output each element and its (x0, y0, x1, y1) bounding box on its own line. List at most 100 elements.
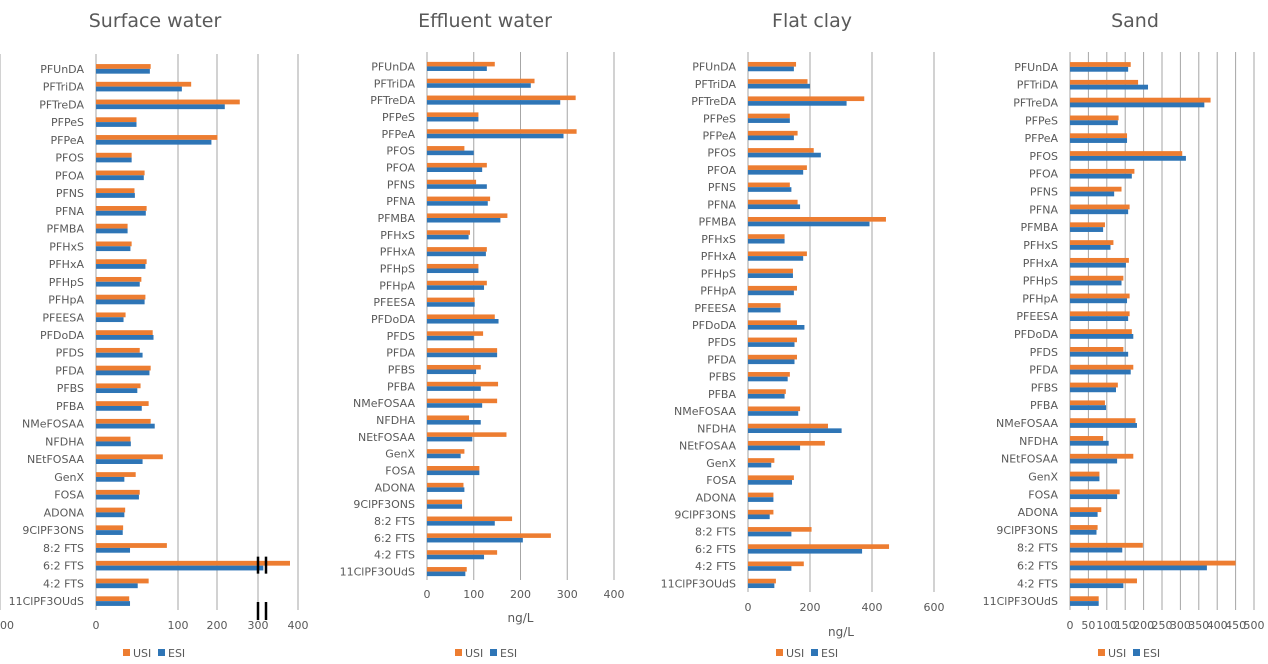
bar-usi (1070, 115, 1119, 121)
category-label: PFBS (1031, 381, 1058, 394)
category-label: PFNA (386, 195, 415, 208)
bar-esi (96, 601, 131, 606)
bar-usi (96, 454, 163, 460)
category-label: PFHxS (380, 229, 415, 242)
bar-esi (748, 273, 793, 278)
bar-usi (1070, 151, 1183, 156)
bar-usi (748, 303, 781, 308)
legend-swatch-esi (490, 649, 497, 656)
bar-esi (427, 521, 495, 526)
bar-esi (1070, 334, 1134, 339)
category-label: PFDoDA (1014, 328, 1058, 341)
category-label: PFUnDA (1014, 61, 1058, 74)
bar-usi (1070, 257, 1129, 263)
bar-usi (1070, 133, 1128, 139)
category-label: NMeFOSAA (996, 417, 1058, 430)
bar-usi (427, 348, 498, 353)
x-axis-label: ng/L (508, 611, 534, 625)
category-label: PFOA (55, 169, 84, 182)
bar-usi (96, 418, 151, 424)
bar-esi (96, 405, 142, 411)
bar-usi (748, 148, 814, 153)
category-label: GenX (706, 457, 736, 470)
bar-esi (1070, 601, 1099, 606)
category-label: PFOA (386, 161, 415, 174)
bar-esi (427, 386, 481, 391)
bar-esi (427, 201, 488, 206)
bar-usi (427, 331, 484, 336)
bar-esi (748, 83, 810, 89)
bar-usi (96, 294, 146, 300)
category-label: PFHpS (701, 267, 736, 280)
bar-esi (1070, 102, 1205, 108)
bar-usi (427, 280, 487, 286)
bar-usi (427, 466, 480, 471)
legend-swatch-usi (455, 649, 462, 656)
category-label: PFOS (1029, 150, 1058, 163)
bar-usi (96, 401, 149, 406)
bar-usi (427, 78, 535, 84)
bar-esi (96, 210, 146, 216)
bar-usi (1070, 453, 1134, 459)
bar-usi (1070, 346, 1124, 352)
bar-usi (427, 415, 470, 421)
bar-usi (748, 492, 774, 498)
category-label: 6:2 FTS (695, 543, 736, 556)
bar-usi (427, 567, 467, 572)
bar-esi (748, 238, 785, 244)
x-tick-label: 300 (1170, 619, 1191, 632)
category-label: 9ClPF3ONS (22, 524, 84, 537)
bar-esi (96, 193, 135, 198)
bar-usi (427, 499, 463, 505)
category-label: PFPeS (51, 116, 84, 129)
category-label: PFBA (708, 388, 737, 401)
bar-esi (96, 388, 138, 394)
bar-esi (96, 175, 144, 181)
bar-usi (748, 130, 798, 136)
category-label: PFEESA (694, 302, 736, 315)
category-label: PFNA (1029, 203, 1058, 216)
category-label: PFBS (388, 364, 415, 377)
bar-esi (427, 352, 498, 358)
bar-esi (96, 299, 145, 305)
category-label: PFMBA (46, 223, 84, 236)
bar-esi (748, 66, 794, 72)
bar-usi (427, 482, 464, 488)
bar-usi (748, 199, 798, 205)
category-label: GenX (385, 448, 415, 461)
category-label: PFHxA (380, 246, 416, 259)
category-label: PFNS (387, 178, 415, 191)
bar-usi (748, 389, 786, 394)
bar-usi (427, 398, 498, 404)
bar-esi (427, 403, 483, 408)
bar-usi (427, 213, 508, 218)
category-label: 4:2 FTS (695, 560, 736, 573)
category-label: PFHxA (49, 258, 85, 271)
category-label: PFPeS (382, 111, 415, 124)
bar-usi (96, 64, 151, 69)
bar-usi (748, 165, 807, 170)
category-label: 11ClPF3OUdS (9, 595, 84, 608)
bar-esi (1070, 173, 1132, 179)
bar-usi (1070, 418, 1136, 424)
category-label: NFDHA (1019, 435, 1058, 448)
bar-usi (1070, 400, 1105, 406)
bar-usi (748, 182, 790, 188)
category-label: PFEESA (373, 296, 415, 309)
bar-esi (748, 101, 847, 106)
bar-esi (96, 476, 125, 482)
bar-esi (96, 335, 154, 340)
category-label: PFDoDA (40, 329, 84, 342)
bar-esi (427, 537, 523, 543)
bar-usi (1070, 489, 1120, 495)
bar-usi (748, 234, 785, 239)
bar-esi (427, 487, 465, 492)
legend-label-esi: ESI (1143, 647, 1160, 660)
bar-esi (96, 512, 125, 518)
bar-esi (748, 497, 774, 502)
category-label: PFTriDA (695, 78, 737, 91)
x-tick-label: 200 (800, 601, 821, 614)
legend-swatch-esi (158, 649, 165, 656)
bar-usi (748, 440, 825, 446)
category-label: NMeFOSAA (353, 397, 415, 410)
